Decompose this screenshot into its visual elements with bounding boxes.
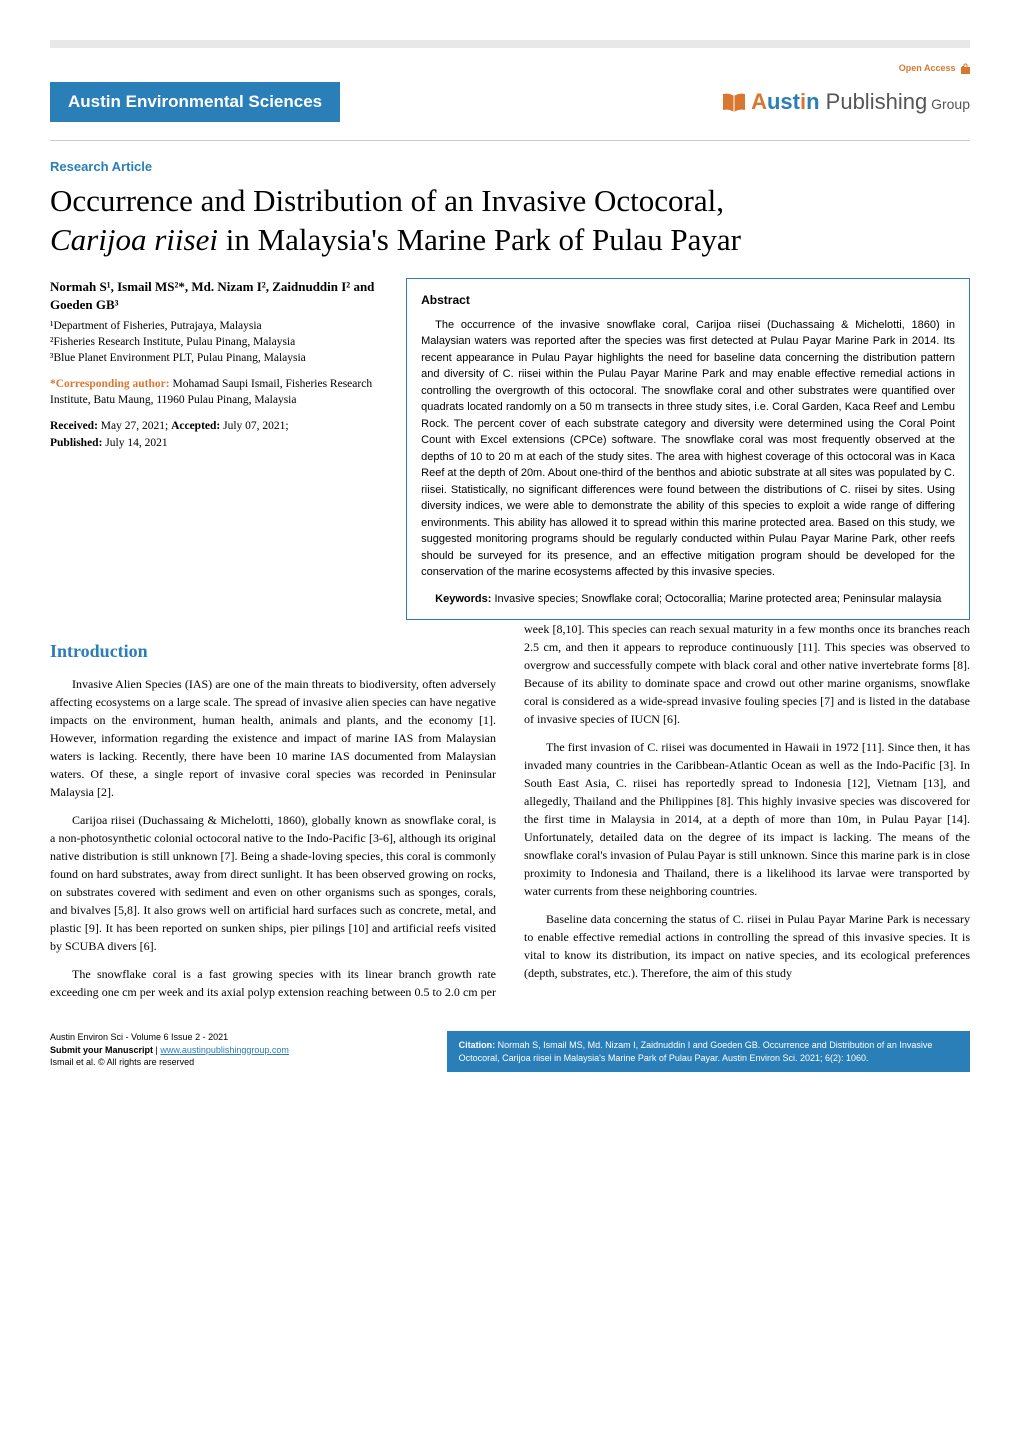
top-grey-bar [50,40,970,48]
abstract-heading: Abstract [421,291,955,309]
logo-group: Group [927,96,970,112]
affiliations: ¹Department of Fisheries, Putrajaya, Mal… [50,318,381,366]
publisher-logo: Austin Publishing Group [721,89,970,115]
title-rest: in Malaysia's Marine Park of Pulau Payar [218,222,741,257]
accepted-label: Accepted: [171,420,220,432]
accepted-date: July 07, 2021; [220,420,288,432]
footer: Austin Environ Sci - Volume 6 Issue 2 - … [50,1031,970,1072]
affiliation: ¹Department of Fisheries, Putrajaya, Mal… [50,318,381,334]
article-type: Research Article [50,159,970,174]
corresponding-label: *Corresponding author: [50,378,170,390]
lock-open-icon [961,63,970,74]
open-access-label: Open Access [50,63,970,74]
abstract-body: The occurrence of the invasive snowflake… [421,317,955,581]
meta-abstract-row: Normah S¹, Ismail MS²*, Md. Nizam I², Za… [50,278,970,621]
keywords-label: Keywords: [435,593,491,605]
journal-name: Austin Environmental Sciences [50,82,340,122]
page: Open Access Austin Environmental Science… [0,0,1020,1112]
article-title: Occurrence and Distribution of an Invasi… [50,182,970,260]
affiliation: ²Fisheries Research Institute, Pulau Pin… [50,334,381,350]
open-access-text: Open Access [899,63,956,73]
header-row: Austin Environmental Sciences Austin Pub… [50,82,970,122]
logo-austin: ustin [767,89,820,114]
article-dates: Received: May 27, 2021; Accepted: July 0… [50,418,381,450]
book-icon [721,92,747,114]
keywords: Keywords: Invasive species; Snowflake co… [421,591,955,608]
logo-letter-a: A [751,89,767,114]
authors: Normah S¹, Ismail MS²*, Md. Nizam I², Za… [50,278,381,314]
abstract-column: Abstract The occurrence of the invasive … [406,278,970,621]
footer-left: Austin Environ Sci - Volume 6 Issue 2 - … [50,1031,429,1072]
logo-publishing: Publishing [820,89,928,114]
published-date: July 14, 2021 [102,437,167,449]
body-paragraph: Invasive Alien Species (IAS) are one of … [50,675,496,801]
header-rule [50,140,970,141]
title-species: Carijoa riisei [50,222,218,257]
keywords-text: Invasive species; Snowflake coral; Octoc… [491,593,941,605]
citation-label: Citation: [459,1040,496,1050]
footer-citation-box: Citation: Normah S, Ismail MS, Md. Nizam… [447,1031,970,1072]
submit-url[interactable]: www.austinpublishinggroup.com [160,1045,289,1055]
body-paragraph: The first invasion of C. riisei was docu… [524,738,970,900]
corresponding-author: *Corresponding author: Mohamad Saupi Ism… [50,376,381,408]
published-label: Published: [50,437,102,449]
body-paragraph: Carijoa riisei (Duchassaing & Michelotti… [50,811,496,955]
affiliation: ³Blue Planet Environment PLT, Pulau Pina… [50,350,381,366]
body-text: Introduction Invasive Alien Species (IAS… [50,620,970,1001]
intro-heading: Introduction [50,638,496,665]
submit-label: Submit your Manuscript [50,1045,153,1055]
footer-copyright: Ismail et al. © All rights are reserved [50,1056,429,1069]
meta-column: Normah S¹, Ismail MS²*, Md. Nizam I², Za… [50,278,381,621]
title-line1: Occurrence and Distribution of an Invasi… [50,183,724,218]
abstract-box: Abstract The occurrence of the invasive … [406,278,970,621]
body-paragraph: Baseline data concerning the status of C… [524,910,970,982]
received-label: Received: [50,420,98,432]
footer-submit-line: Submit your Manuscript | www.austinpubli… [50,1044,429,1057]
footer-journal-issue: Austin Environ Sci - Volume 6 Issue 2 - … [50,1031,429,1044]
received-date: May 27, 2021; [98,420,171,432]
citation-text: Normah S, Ismail MS, Md. Nizam I, Zaidnu… [459,1040,933,1063]
